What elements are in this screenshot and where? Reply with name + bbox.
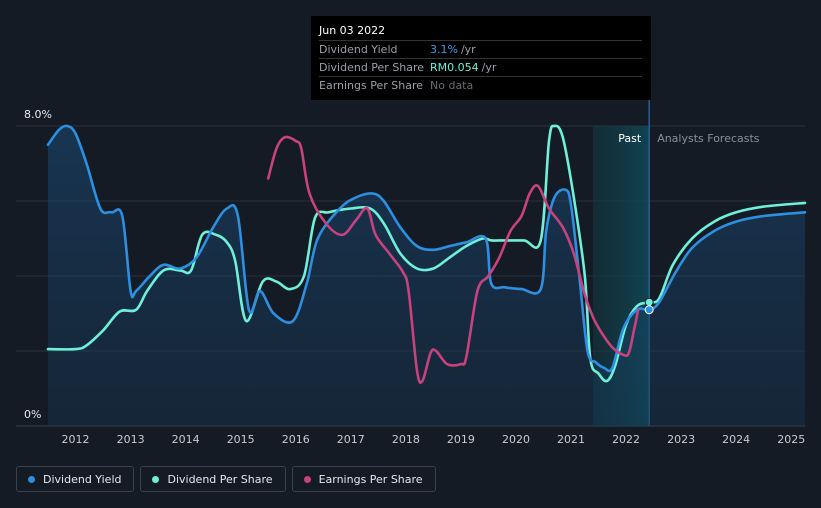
x-tick-label: 2015 [227, 433, 255, 446]
past-label: Past [618, 132, 642, 145]
forecast-label: Analysts Forecasts [657, 132, 760, 145]
x-tick-label: 2024 [722, 433, 750, 446]
tooltip: Jun 03 2022 Dividend Yield 3.1% /yr Divi… [311, 16, 651, 100]
dividend-per-share-marker [644, 297, 654, 307]
tooltip-row-dividend-yield: Dividend Yield 3.1% /yr [319, 40, 642, 58]
legend-dot-icon [303, 475, 311, 483]
dividend-yield-marker [644, 305, 654, 315]
legend-item-dividend-yield[interactable]: Dividend Yield [16, 466, 135, 492]
legend-label: Dividend Per Share [167, 472, 273, 486]
tooltip-label: Dividend Per Share [319, 61, 425, 74]
tooltip-unit: /yr [481, 61, 497, 74]
legend-dot-icon [28, 475, 35, 483]
earnings-per-share-line [266, 135, 640, 384]
tooltip-label: Earnings Per Share [319, 79, 424, 92]
tooltip-value: 3.1% [430, 43, 458, 56]
legend-label: Earnings Per Share [318, 472, 423, 486]
tooltip-unit: /yr [460, 43, 476, 56]
dividend-yield-line [46, 124, 807, 373]
x-tick-label: 2023 [667, 433, 695, 446]
y-tick-label: 8.0% [24, 108, 52, 121]
tooltip-value: RM0.054 [430, 61, 479, 74]
x-tick-label: 2019 [447, 433, 475, 446]
y-tick-label: 0% [24, 408, 41, 421]
x-tick-label: 2021 [557, 433, 585, 446]
tooltip-row-earnings-per-share: Earnings Per Share No data [319, 76, 642, 94]
x-tick-label: 2013 [117, 433, 145, 446]
x-tick-label: 2018 [392, 433, 420, 446]
tooltip-row-dividend-per-share: Dividend Per Share RM0.054 /yr [319, 58, 642, 76]
tooltip-value: No data [430, 79, 474, 92]
legend-label: Dividend Yield [43, 472, 122, 486]
x-tick-label: 2014 [172, 433, 200, 446]
x-tick-label: 2020 [502, 433, 530, 446]
tooltip-label: Dividend Yield [319, 43, 398, 56]
x-tick-label: 2025 [777, 433, 805, 446]
dividend-yield-area [48, 125, 805, 426]
tooltip-date: Jun 03 2022 [319, 24, 386, 37]
legend: Dividend Yield Dividend Per Share Earnin… [16, 466, 436, 492]
legend-item-earnings-per-share[interactable]: Earnings Per Share [291, 466, 436, 492]
x-tick-label: 2017 [337, 433, 365, 446]
x-tick-label: 2012 [62, 433, 90, 446]
x-tick-label: 2016 [282, 433, 310, 446]
legend-dot-icon [152, 475, 160, 483]
x-tick-label: 2022 [612, 433, 640, 446]
legend-item-dividend-per-share[interactable]: Dividend Per Share [140, 466, 286, 492]
